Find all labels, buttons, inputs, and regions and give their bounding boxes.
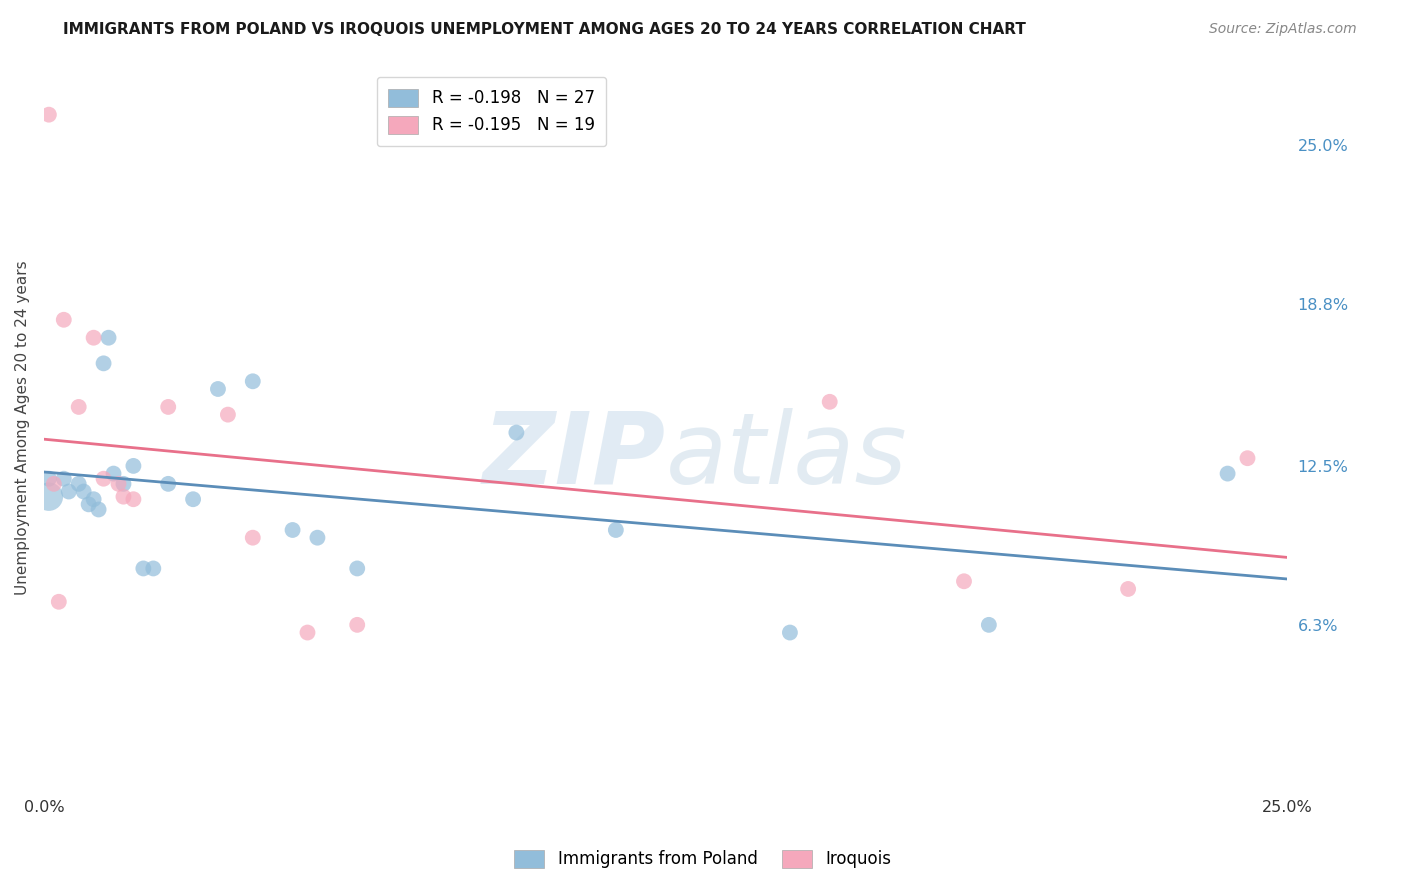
- Point: [281, 523, 304, 537]
- Point: [122, 492, 145, 507]
- Point: [42, 476, 65, 491]
- Point: [38, 108, 60, 122]
- Point: [1116, 582, 1139, 596]
- Point: [107, 476, 129, 491]
- Point: [181, 492, 204, 507]
- Legend: Immigrants from Poland, Iroquois: Immigrants from Poland, Iroquois: [506, 841, 900, 877]
- Point: [605, 523, 627, 537]
- Point: [818, 394, 841, 409]
- Point: [52, 312, 75, 326]
- Text: IMMIGRANTS FROM POLAND VS IROQUOIS UNEMPLOYMENT AMONG AGES 20 TO 24 YEARS CORREL: IMMIGRANTS FROM POLAND VS IROQUOIS UNEMP…: [63, 22, 1026, 37]
- Point: [1216, 467, 1239, 481]
- Point: [132, 561, 155, 575]
- Point: [83, 331, 105, 345]
- Point: [779, 625, 801, 640]
- Point: [93, 472, 115, 486]
- Point: [1236, 451, 1258, 466]
- Point: [297, 625, 319, 640]
- Point: [38, 472, 60, 486]
- Point: [38, 490, 60, 504]
- Point: [157, 476, 180, 491]
- Point: [242, 374, 264, 388]
- Point: [242, 531, 264, 545]
- Y-axis label: Unemployment Among Ages 20 to 24 years: Unemployment Among Ages 20 to 24 years: [15, 260, 30, 595]
- Point: [93, 356, 115, 370]
- Point: [73, 484, 96, 499]
- Point: [217, 408, 239, 422]
- Point: [207, 382, 229, 396]
- Point: [505, 425, 527, 440]
- Point: [307, 531, 329, 545]
- Point: [87, 502, 110, 516]
- Point: [103, 467, 125, 481]
- Text: atlas: atlas: [665, 408, 907, 505]
- Point: [346, 561, 368, 575]
- Legend: R = -0.198   N = 27, R = -0.195   N = 19: R = -0.198 N = 27, R = -0.195 N = 19: [377, 77, 606, 146]
- Point: [83, 492, 105, 507]
- Text: ZIP: ZIP: [482, 408, 665, 505]
- Point: [142, 561, 165, 575]
- Point: [977, 618, 1000, 632]
- Point: [52, 472, 75, 486]
- Point: [97, 331, 120, 345]
- Point: [953, 574, 976, 589]
- Text: Source: ZipAtlas.com: Source: ZipAtlas.com: [1209, 22, 1357, 37]
- Point: [48, 595, 70, 609]
- Point: [67, 476, 90, 491]
- Point: [157, 400, 180, 414]
- Point: [67, 400, 90, 414]
- Point: [112, 490, 135, 504]
- Point: [77, 497, 100, 511]
- Point: [112, 476, 135, 491]
- Point: [346, 618, 368, 632]
- Point: [58, 484, 80, 499]
- Point: [122, 458, 145, 473]
